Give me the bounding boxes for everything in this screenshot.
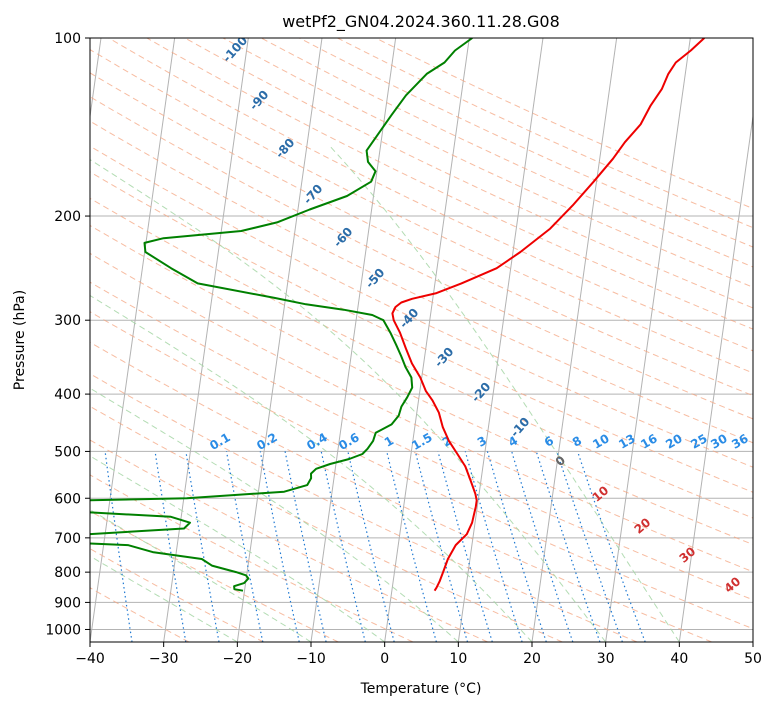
- y-tick-label: 800: [54, 565, 81, 581]
- x-tick-label: 40: [670, 651, 688, 667]
- dry-adiabat: [90, 281, 753, 601]
- isotherm-gridline: [678, 112, 753, 642]
- dry-adiabat: [90, 145, 753, 468]
- mixing-ratio-line: [259, 451, 300, 642]
- dewpoint-profile-line: [90, 38, 473, 592]
- dry-adiabat: [90, 72, 753, 397]
- mixing-ratio-line: [437, 451, 493, 642]
- dry-adiabat: [90, 252, 753, 573]
- temperature-profile-line: [391, 38, 705, 592]
- x-tick-label: 30: [597, 651, 615, 667]
- dry-adiabat: [90, 474, 414, 642]
- moist-adiabat: [90, 159, 607, 642]
- mixing-ratio-line: [386, 451, 437, 642]
- mixing-ratio-line: [185, 451, 220, 642]
- isotherm-gridline: [163, 38, 249, 642]
- x-tick-label: −40: [75, 651, 105, 667]
- dry-adiabat: [299, 38, 753, 248]
- dry-adiabat: [90, 197, 753, 519]
- y-tick-label: 700: [54, 531, 81, 547]
- moist-adiabat: [90, 387, 459, 642]
- y-axis-label: Pressure (hPa): [12, 290, 28, 390]
- dry-adiabat: [146, 38, 753, 330]
- y-tick-label: 900: [54, 595, 81, 611]
- plot-frame: [89, 37, 754, 643]
- y-tick-label: 200: [54, 209, 81, 225]
- isotherm-gridline: [605, 38, 691, 642]
- dry-adiabat: [375, 38, 753, 210]
- x-tick-label: −10: [296, 651, 326, 667]
- dry-adiabat: [222, 38, 753, 288]
- dry-adiabat: [90, 171, 753, 493]
- y-tick-label: 600: [54, 491, 81, 507]
- mixing-ratio-line: [154, 451, 187, 642]
- isotherm-gridline: [384, 38, 470, 642]
- dry-adiabat: [90, 405, 563, 642]
- mixing-ratio-line: [104, 451, 133, 642]
- mixing-ratio-line: [535, 451, 601, 642]
- dry-adiabat: [90, 341, 712, 642]
- mixing-ratio-line: [320, 451, 366, 642]
- mixing-ratio-line: [511, 451, 574, 642]
- isotherm-gridline: [531, 38, 618, 642]
- mixing-ratio-line: [347, 451, 395, 642]
- mixing-ratio-line: [284, 451, 327, 642]
- dry-adiabat: [260, 38, 753, 268]
- x-tick-label: 10: [449, 651, 467, 667]
- x-axis-label: Temperature (°C): [360, 681, 482, 697]
- dry-adiabat: [90, 439, 488, 642]
- dry-adiabat: [108, 38, 753, 352]
- dry-adiabat: [337, 38, 753, 229]
- dry-adiabat: [90, 224, 753, 546]
- y-tick-label: 400: [54, 387, 81, 403]
- dry-adiabat: [90, 120, 753, 444]
- y-tick-label: 500: [54, 444, 81, 460]
- x-tick-label: 0: [380, 651, 389, 667]
- y-tick-label: 300: [54, 313, 81, 329]
- dry-adiabat: [90, 49, 753, 374]
- moist-adiabat: [90, 294, 533, 642]
- mixing-ratio-line: [225, 451, 264, 642]
- mixing-ratio-line: [414, 451, 469, 642]
- dry-adiabat: [90, 96, 753, 420]
- x-tick-label: −30: [149, 651, 179, 667]
- x-tick-label: −20: [223, 651, 253, 667]
- chart-title: wetPf2_GN04.2024.360.11.28.G08: [282, 12, 560, 32]
- mixing-ratio-line: [464, 451, 523, 642]
- dry-adiabat: [90, 311, 753, 630]
- isotherm-gridline: [90, 38, 176, 642]
- x-tick-label: 50: [744, 651, 762, 667]
- x-tick-label: 20: [523, 651, 541, 667]
- isotherm-gridline: [457, 38, 544, 642]
- mixing-ratio-line: [486, 451, 547, 642]
- moist-adiabat: [330, 146, 680, 642]
- isotherm-gridline: [236, 38, 323, 642]
- y-tick-label: 100: [54, 31, 81, 47]
- moist-adiabat: [90, 509, 312, 642]
- y-tick-label: 1000: [45, 622, 81, 638]
